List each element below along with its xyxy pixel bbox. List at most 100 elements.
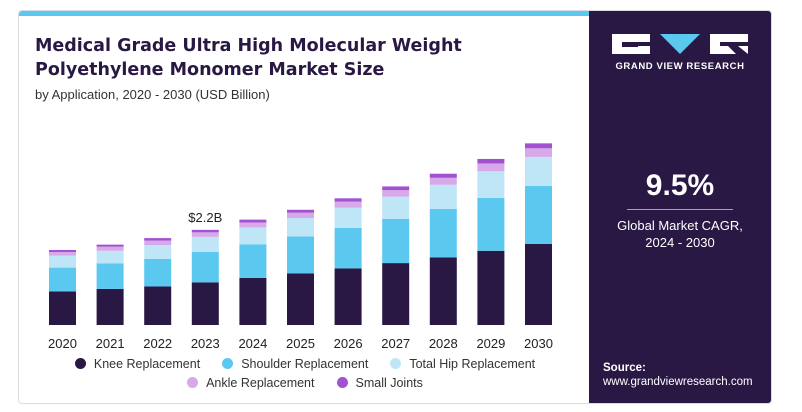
- bar-segment-2022-3: [144, 245, 172, 259]
- stacked-bar-chart: 2020 2021 2022 2023 $2.2B 2024 2025 2026 2027 202…: [48, 143, 553, 351]
- legend-item: Ankle Replacement: [187, 375, 315, 390]
- gvr-logo-icon: [612, 34, 748, 54]
- source-note: Source: www.grandviewresearch.com: [603, 361, 753, 389]
- bar-segment-2025-1: [287, 273, 314, 325]
- bar-segment-2021-5: [96, 244, 124, 247]
- legend-label: Total Hip Replacement: [409, 356, 536, 371]
- x-tick-label-2028: 2028: [429, 336, 458, 351]
- bar-segment-2029-1: [477, 250, 505, 325]
- bar-segment-2025-3: [287, 217, 314, 237]
- bar-segment-2026-2: [334, 227, 362, 269]
- bar-segment-2021-3: [96, 250, 124, 264]
- bar-segment-2024-5: [239, 219, 267, 223]
- legend-swatch: [187, 377, 199, 388]
- legend-label: Knee Replacement: [93, 356, 201, 371]
- x-tick-label-2030: 2030: [524, 336, 553, 351]
- bar-segment-2020-3: [49, 255, 76, 268]
- bar-segment-2026-3: [334, 207, 362, 228]
- legend-item: Small Joints: [336, 375, 423, 390]
- x-tick-label-2025: 2025: [286, 336, 315, 351]
- legend-label: Small Joints: [355, 375, 423, 390]
- bar-segment-2023-3: [191, 236, 219, 253]
- bar-segment-2029-5: [477, 158, 505, 164]
- bar-segment-2027-2: [382, 218, 410, 264]
- bar-segment-2023-5: [191, 229, 219, 233]
- bar-segment-2025-5: [287, 209, 314, 213]
- bar-segment-2029-3: [477, 171, 505, 198]
- bar-segment-2024-1: [239, 277, 267, 325]
- data-label-2023: $2.2B: [188, 210, 222, 225]
- legend-label: Shoulder Replacement: [241, 356, 369, 371]
- cagr-label: Global Market CAGR, 2024 - 2030: [589, 217, 771, 251]
- legend-item: Total Hip Replacement: [390, 357, 535, 371]
- legend-row-1: Knee Replacement Shoulder Replacement Tota…: [35, 354, 575, 373]
- bar-segment-2027-1: [382, 263, 410, 325]
- bar-segment-2030-4: [525, 148, 552, 157]
- legend-item: Shoulder Replacement: [222, 357, 368, 371]
- bar-segment-2027-4: [382, 190, 410, 197]
- bar-segment-2026-1: [334, 268, 362, 325]
- legend-swatch: [222, 358, 234, 369]
- x-tick-label-2021: 2021: [96, 336, 125, 351]
- brand-logo: GRAND VIEW RESEARCH: [607, 33, 753, 72]
- chart-subtitle: by Application, 2020 - 2030 (USD Billion…: [35, 87, 270, 102]
- legend-row-2: Ankle Replacement Small Joints: [35, 373, 575, 392]
- bar-segment-2020-4: [49, 252, 76, 256]
- bar-segment-2022-4: [144, 240, 172, 246]
- legend-swatch: [390, 358, 402, 369]
- x-tick-label-2027: 2027: [381, 336, 410, 351]
- bar-segment-2030-1: [525, 243, 552, 325]
- x-tick-label-2026: 2026: [334, 336, 363, 351]
- bar-segment-2025-4: [287, 212, 314, 218]
- cagr-value: 9.5%: [645, 169, 715, 202]
- x-tick-label-2022: 2022: [143, 336, 172, 351]
- brand-name: GRAND VIEW RESEARCH: [615, 61, 745, 72]
- bar-segment-2020-1: [49, 291, 76, 325]
- bar-segment-2020-5: [49, 249, 76, 253]
- bar-segment-2026-5: [334, 198, 362, 202]
- legend-label: Ankle Replacement: [206, 375, 315, 390]
- cagr-label-line1: Global Market CAGR,: [617, 218, 743, 233]
- x-tick-label-2029: 2029: [476, 336, 505, 351]
- bar-segment-2021-4: [96, 246, 124, 251]
- bar-segment-2022-5: [144, 238, 172, 241]
- cagr-label-line2: 2024 - 2030: [645, 235, 715, 250]
- divider: [627, 209, 733, 210]
- x-tick-label-2024: 2024: [238, 336, 267, 351]
- bar-segment-2030-2: [525, 186, 552, 244]
- x-tick-label-2023: 2023: [191, 336, 220, 351]
- bar-segment-2030-3: [525, 156, 552, 187]
- bar-segment-2026-4: [334, 201, 362, 208]
- bar-segment-2024-3: [239, 227, 267, 245]
- bar-segment-2023-1: [191, 282, 219, 325]
- bar-segment-2023-4: [191, 232, 219, 237]
- chart-title: Medical Grade Ultra High Molecular Weigh…: [35, 36, 462, 80]
- bar-segment-2028-3: [429, 184, 457, 209]
- bar-segment-2027-3: [382, 196, 410, 219]
- bar-segment-2024-4: [239, 222, 267, 228]
- chart-panel: Medical Grade Ultra High Molecular Weigh…: [19, 11, 589, 403]
- bar-segment-2030-5: [525, 143, 552, 149]
- brand-panel: GRAND VIEW RESEARCH 9.5% Global Market C…: [589, 11, 771, 403]
- legend: Knee Replacement Shoulder Replacement Tota…: [35, 354, 575, 392]
- accent-bar: [19, 11, 589, 16]
- bar-segment-2029-4: [477, 163, 505, 172]
- x-tick-label-2020: 2020: [48, 336, 77, 351]
- bar-segment-2028-2: [429, 208, 457, 258]
- bar-segment-2020-2: [49, 267, 76, 292]
- bar-segment-2022-2: [144, 258, 172, 287]
- bar-segment-2021-1: [96, 288, 124, 325]
- bar-segment-2021-2: [96, 263, 124, 289]
- source-label: Source:: [603, 362, 646, 374]
- chart-card: Medical Grade Ultra High Molecular Weigh…: [18, 10, 772, 404]
- bar-segment-2024-2: [239, 244, 267, 278]
- bar-segment-2028-1: [429, 257, 457, 325]
- bar-segment-2027-5: [382, 186, 410, 191]
- bar-segment-2022-1: [144, 286, 172, 325]
- bar-segment-2028-5: [429, 173, 457, 178]
- bar-segment-2025-2: [287, 236, 314, 274]
- bar-segment-2023-2: [191, 252, 219, 283]
- legend-swatch: [74, 358, 86, 369]
- legend-swatch: [336, 377, 348, 388]
- source-url[interactable]: www.grandviewresearch.com: [603, 376, 753, 388]
